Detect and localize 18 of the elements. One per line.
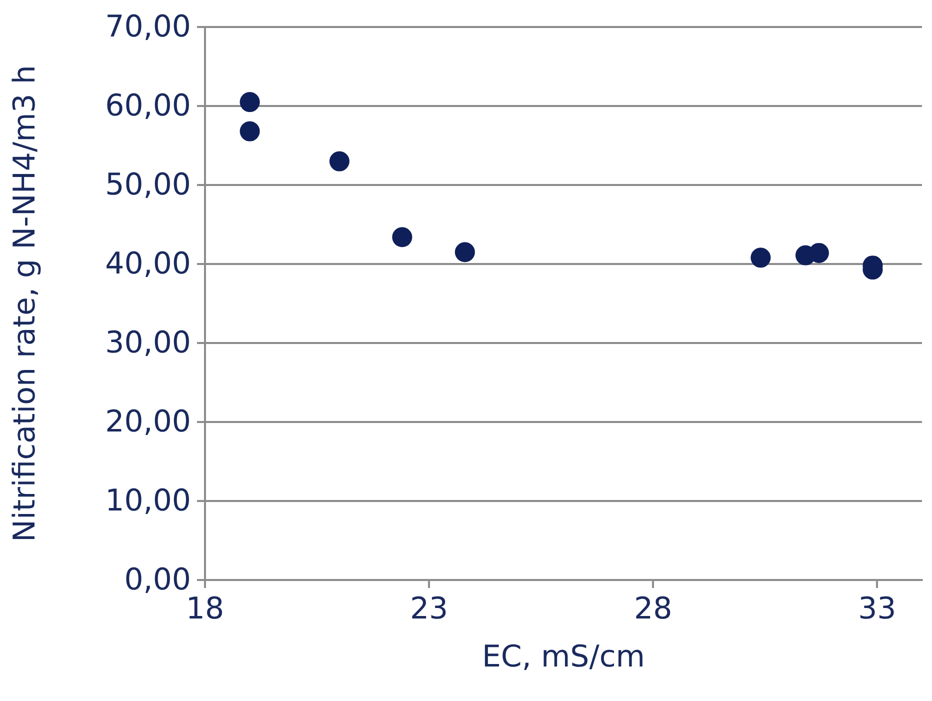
point xyxy=(454,242,475,262)
y-tick-label: 40,00 xyxy=(105,246,191,282)
y-tick-label: 30,00 xyxy=(105,326,191,360)
x-tick-label: 23 xyxy=(410,592,448,626)
x-tick-label: 33 xyxy=(858,592,896,626)
x-axis-title: EC, mS/cm xyxy=(482,640,646,674)
point xyxy=(392,227,412,248)
y-tick-label: 70,00 xyxy=(105,10,191,44)
point xyxy=(750,248,771,268)
y-tick-label: 60,00 xyxy=(105,88,191,124)
point xyxy=(240,121,260,142)
y-tick-label: 50,00 xyxy=(105,168,191,202)
y-axis-title: Nitrification rate, g N-NH4/m3 h xyxy=(8,65,42,542)
x-tick-label: 28 xyxy=(634,592,672,626)
point xyxy=(240,92,260,112)
y-tick-label: 10,00 xyxy=(105,484,191,518)
y-tick-label: 20,00 xyxy=(105,404,191,440)
point xyxy=(329,151,350,172)
